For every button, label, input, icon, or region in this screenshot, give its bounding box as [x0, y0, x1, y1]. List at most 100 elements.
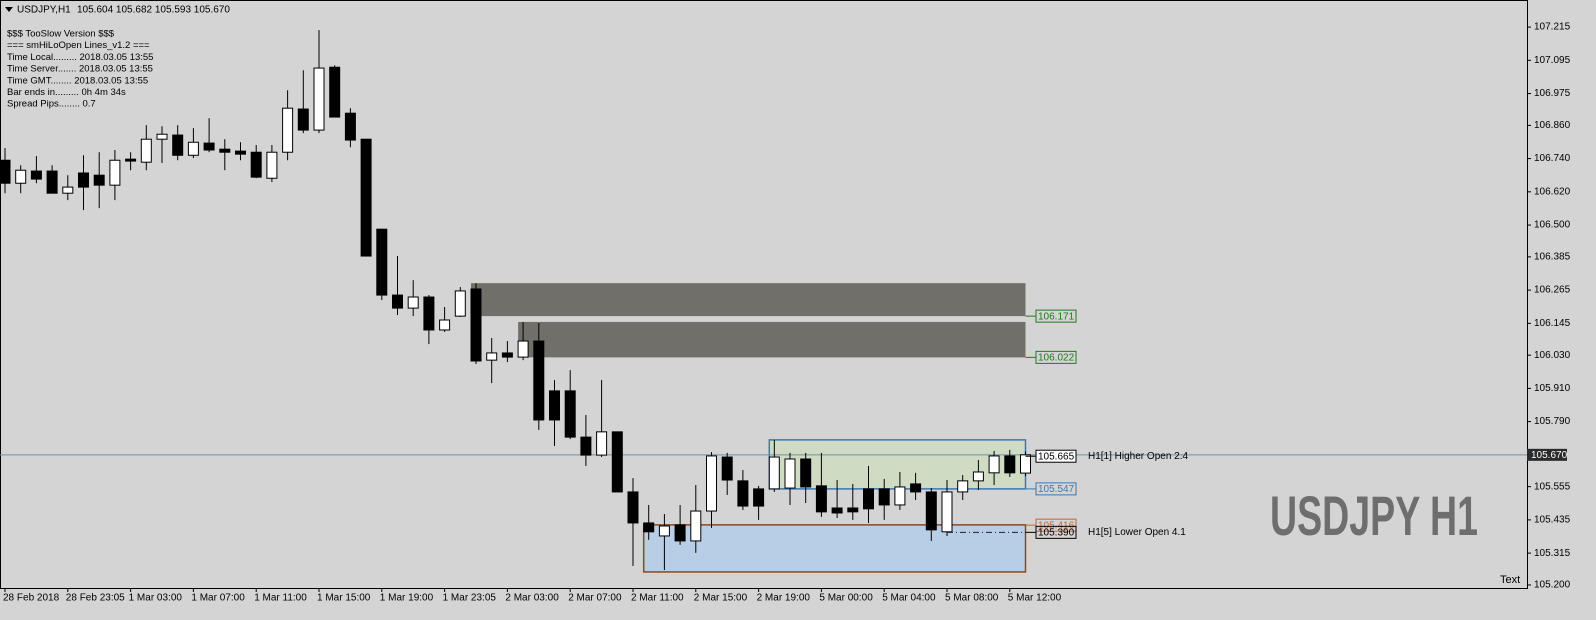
- info-line: === smHiLoOpen Lines_v1.2 ===: [7, 40, 150, 51]
- candle-body: [674, 524, 686, 542]
- candle-body: [863, 488, 874, 510]
- candle-body: [235, 150, 246, 155]
- x-tick-label: 1 Mar 11:00: [254, 593, 307, 604]
- level-box: [1035, 518, 1077, 532]
- candle-body: [596, 431, 608, 456]
- candle-body: [847, 507, 859, 513]
- candle-body: [329, 66, 341, 118]
- candle-body: [941, 491, 953, 533]
- y-tick-label: 106.975: [1534, 88, 1571, 99]
- current-price-box: [1527, 448, 1567, 461]
- level-box: [1035, 350, 1077, 364]
- candle-body: [721, 456, 733, 481]
- watermark: USDJPY H1: [1270, 484, 1478, 547]
- info-line: $$$ TooSlow Version $$$: [7, 29, 115, 40]
- candle-body: [957, 480, 969, 493]
- x-tick-label: 1 Mar 23:05: [443, 593, 497, 604]
- candle-body: [706, 455, 717, 512]
- y-tick-label: 106.500: [1534, 220, 1571, 231]
- y-tick-label: 107.095: [1534, 55, 1571, 66]
- candle-body: [690, 510, 702, 542]
- candle-body: [156, 133, 168, 140]
- candle-body: [125, 158, 137, 162]
- candle-body: [501, 352, 513, 358]
- y-tick-label: 106.145: [1534, 318, 1571, 329]
- level-label: 105.547: [1038, 484, 1075, 495]
- level-box: [1035, 449, 1077, 463]
- y-tick-label: 105.200: [1534, 580, 1571, 591]
- candle-body: [878, 488, 890, 506]
- candle-body: [423, 296, 435, 331]
- candle-body: [894, 486, 906, 506]
- info-panel: $$$ TooSlow Version $$$=== smHiLoOpen Li…: [7, 29, 153, 110]
- zone: [471, 283, 1026, 317]
- candle-body: [910, 483, 922, 493]
- level-label: 105.390: [1038, 527, 1075, 538]
- info-line: Spread Pips........ 0.7: [7, 99, 96, 110]
- plot-frame: [0, 0, 1528, 589]
- candle-body: [815, 485, 827, 513]
- level-label: 105.665: [1038, 451, 1075, 462]
- candle-body: [1020, 454, 1031, 474]
- candle-body: [533, 340, 545, 421]
- candle-body: [580, 436, 592, 456]
- level-label: 106.171: [1038, 311, 1075, 322]
- y-tick-label: 106.860: [1534, 120, 1571, 131]
- candle-body: [658, 525, 670, 537]
- x-tick-label: 5 Mar 08:00: [945, 593, 999, 604]
- candle-body: [392, 294, 403, 309]
- candle-body: [486, 352, 498, 361]
- info-line: Bar ends in......... 0h 4m 34s: [7, 87, 126, 98]
- x-tick-label: 5 Mar 12:00: [1008, 593, 1062, 604]
- candle-body: [203, 142, 215, 151]
- candle-body: [219, 148, 231, 153]
- info-line: Time Server....... 2018.03.05 13:55: [7, 64, 153, 75]
- ohlc: 105.604 105.682 105.593 105.670: [77, 5, 230, 16]
- info-line: Time GMT........ 2018.03.05 13:55: [7, 75, 148, 86]
- current-price-label: 105.670: [1531, 450, 1568, 461]
- x-tick-label: 2 Mar 19:00: [757, 593, 811, 604]
- x-tick-label: 1 Mar 19:00: [380, 593, 434, 604]
- candle-body: [360, 138, 372, 257]
- candle-body: [470, 288, 482, 362]
- x-tick-label: 2 Mar 15:00: [694, 593, 748, 604]
- candle-body: [0, 159, 11, 184]
- candle-body: [1004, 455, 1016, 474]
- x-tick-label: 5 Mar 00:00: [819, 593, 873, 604]
- candle-body: [62, 186, 74, 194]
- y-tick-label: 106.620: [1534, 186, 1571, 197]
- candle-body: [407, 296, 419, 309]
- candle-body: [831, 507, 843, 514]
- candle-body: [250, 151, 262, 178]
- candle-body: [972, 471, 984, 482]
- x-tick-label: 2 Mar 03:00: [505, 593, 559, 604]
- candle-body: [266, 151, 278, 179]
- y-tick-label: 105.790: [1534, 416, 1571, 427]
- level-note: H1[5] Lower Open 4.1: [1088, 527, 1186, 538]
- x-tick-label: 1 Mar 15:00: [317, 593, 371, 604]
- candle-body: [376, 228, 388, 296]
- level-box: [1035, 482, 1077, 496]
- candle-body: [172, 134, 184, 156]
- y-tick-label: 105.315: [1534, 548, 1571, 559]
- corner-text: Text: [1500, 574, 1520, 586]
- y-tick-label: 106.740: [1534, 153, 1571, 164]
- candle-body: [784, 458, 796, 489]
- candle-body: [643, 522, 655, 533]
- x-tick-label: 2 Mar 07:00: [568, 593, 622, 604]
- level-box: [1035, 525, 1077, 539]
- candle-body: [800, 458, 812, 488]
- candle-body: [925, 491, 937, 531]
- candle-body: [737, 480, 749, 507]
- candle-body: [93, 174, 105, 186]
- y-tick-label: 106.385: [1534, 252, 1571, 263]
- candle-body: [109, 159, 121, 186]
- y-tick-label: 107.215: [1534, 22, 1571, 33]
- x-tick-label: 28 Feb 2018: [3, 593, 60, 604]
- menu-arrow[interactable]: [5, 7, 13, 12]
- candle-body: [753, 488, 765, 507]
- y-tick-label: 105.910: [1534, 383, 1571, 394]
- level-note: H1[1] Higher Open 2.4: [1088, 451, 1188, 462]
- candle-body: [282, 107, 294, 153]
